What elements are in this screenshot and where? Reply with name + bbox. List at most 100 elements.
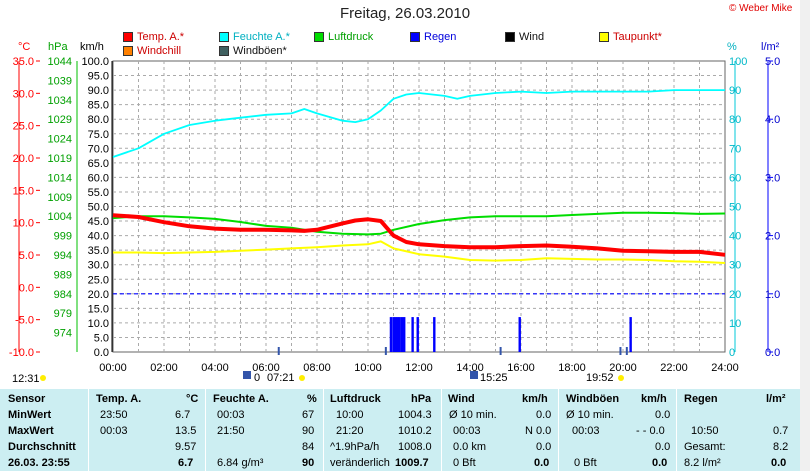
- kmh-tick-label: 45.0: [88, 216, 109, 228]
- rain-bar: [392, 317, 395, 352]
- hpa-tick-label: 1034: [48, 95, 72, 107]
- percent-tick-label: 80: [729, 114, 741, 126]
- regen-current: 0.0: [771, 457, 787, 469]
- celsius-tick-label: -10.0: [9, 347, 34, 359]
- luft-unit: hPa: [411, 393, 432, 405]
- percent-tick-label: 50: [729, 202, 741, 214]
- hpa-tick-label: 989: [54, 269, 72, 281]
- percent-tick-label: 0: [729, 347, 735, 359]
- moon-icon: [243, 371, 251, 379]
- celsius-tick-label: 35.0: [13, 56, 34, 68]
- rain-bar: [416, 317, 419, 352]
- feuchte-min-time: 00:03: [217, 409, 245, 421]
- luft-current: 1009.7: [395, 457, 429, 469]
- sunrise-label: 12:31: [12, 373, 40, 385]
- percent-tick-label: 70: [729, 143, 741, 155]
- row-label-sensor: Sensor: [8, 393, 46, 405]
- rain-bar: [398, 317, 401, 352]
- wind-min: 0.0: [536, 409, 552, 421]
- column-separator: [441, 389, 442, 471]
- percent-tick-label: 30: [729, 260, 741, 272]
- celsius-tick-label: 10.0: [13, 218, 34, 230]
- kmh-tick-label: 30.0: [88, 260, 109, 272]
- kmh-tick-label: 60.0: [88, 172, 109, 184]
- boeen-header: Windböen: [566, 393, 620, 405]
- temp-header: Temp. A.: [96, 393, 142, 405]
- legend-swatch: [314, 32, 324, 42]
- kmh-tick-label: 65.0: [88, 158, 109, 170]
- legend-swatch: [505, 32, 515, 42]
- percent-tick-label: 20: [729, 289, 741, 301]
- luft-max: 1010.2: [398, 425, 432, 437]
- wind-header: Wind: [448, 393, 475, 405]
- moon-icon: [470, 371, 478, 379]
- row-label-min: MinWert: [8, 409, 52, 421]
- celsius-tick-label: 30.0: [13, 88, 34, 100]
- wind-avg: 0.0: [536, 441, 552, 453]
- hpa-tick-label: 999: [54, 231, 72, 243]
- feuchte-header: Feuchte A.: [213, 393, 269, 405]
- x-tick-label: 20:00: [609, 362, 637, 374]
- hpa-tick-label: 979: [54, 308, 72, 320]
- hpa-tick-label: 984: [54, 289, 72, 301]
- x-tick-label: 24:00: [711, 362, 739, 374]
- legend-item-regen: Regen: [410, 31, 456, 43]
- temp-min-time: 23:50: [100, 409, 128, 421]
- x-tick-label: 22:00: [660, 362, 688, 374]
- copyright-label: © Weber Mike: [729, 3, 793, 14]
- regen-max-time: 10:50: [691, 425, 719, 437]
- row-label-avg: Durchschnitt: [8, 441, 76, 453]
- boeen-min: 0.0: [655, 409, 671, 421]
- sun-icon: [40, 375, 46, 381]
- regen-header: Regen: [684, 393, 718, 405]
- x-tick-label: 08:00: [303, 362, 331, 374]
- kmh-tick-label: 70.0: [88, 143, 109, 155]
- column-separator: [323, 389, 324, 471]
- lm2-tick-label: 3.0: [765, 172, 780, 184]
- row-label-current: 26.03. 23:55: [8, 457, 70, 469]
- feuchte-max-time: 21:50: [217, 425, 245, 437]
- regen-total-current: 8.2 l/m²: [684, 457, 721, 469]
- temp-max: 13.5: [175, 425, 197, 437]
- rain-bar: [394, 317, 397, 352]
- percent-tick-label: 60: [729, 172, 741, 184]
- kmh-tick-label: 100.0: [81, 56, 109, 68]
- x-tick-label: 10:00: [354, 362, 382, 374]
- boeen-avg: 0.0: [655, 441, 671, 453]
- percent-tick-label: 90: [729, 85, 741, 97]
- regen-total-label: Gesamt:: [684, 441, 726, 453]
- kmh-tick-label: 75.0: [88, 129, 109, 141]
- legend-label: Temp. A.*: [137, 31, 185, 43]
- right-edge-bar: [800, 0, 810, 471]
- rain-bar: [400, 317, 404, 352]
- series-line-feuchte-a: [112, 89, 725, 158]
- series-line-temp-a: [112, 213, 726, 257]
- column-separator: [205, 389, 206, 471]
- sunrise-time-label: 07:21: [267, 372, 295, 384]
- temp-min: 6.7: [175, 409, 191, 421]
- feuchte-unit: %: [307, 393, 317, 405]
- kmh-tick-label: 90.0: [88, 85, 109, 97]
- luft-state: veränderlich: [330, 457, 390, 469]
- x-tick-label: 04:00: [201, 362, 229, 374]
- kmh-tick-label: 50.0: [88, 202, 109, 214]
- wind-max: N 0.0: [525, 425, 552, 437]
- wind-current: 0.0: [534, 457, 550, 469]
- x-tick-label: 00:00: [99, 362, 127, 374]
- celsius-tick-label: -5.0: [15, 315, 34, 327]
- regen-total: 8.2: [773, 441, 789, 453]
- boeen-min-time: Ø 10 min.: [566, 409, 614, 421]
- feuchte-min: 67: [302, 409, 315, 421]
- wind-bft: 0 Bft: [453, 457, 476, 469]
- hpa-tick-label: 1044: [48, 56, 72, 68]
- feuchte-max: 90: [302, 425, 315, 437]
- hpa-tick-label: 1014: [48, 172, 72, 184]
- legend-swatch: [123, 46, 133, 56]
- hpa-tick-label: 1019: [48, 153, 72, 165]
- rain-bar: [389, 317, 393, 352]
- temp-current: 6.7: [178, 457, 194, 469]
- rain-bar: [396, 317, 399, 352]
- column-separator: [676, 389, 677, 471]
- boeen-max: - - 0.0: [636, 425, 665, 437]
- percent-tick-label: 10: [729, 318, 741, 330]
